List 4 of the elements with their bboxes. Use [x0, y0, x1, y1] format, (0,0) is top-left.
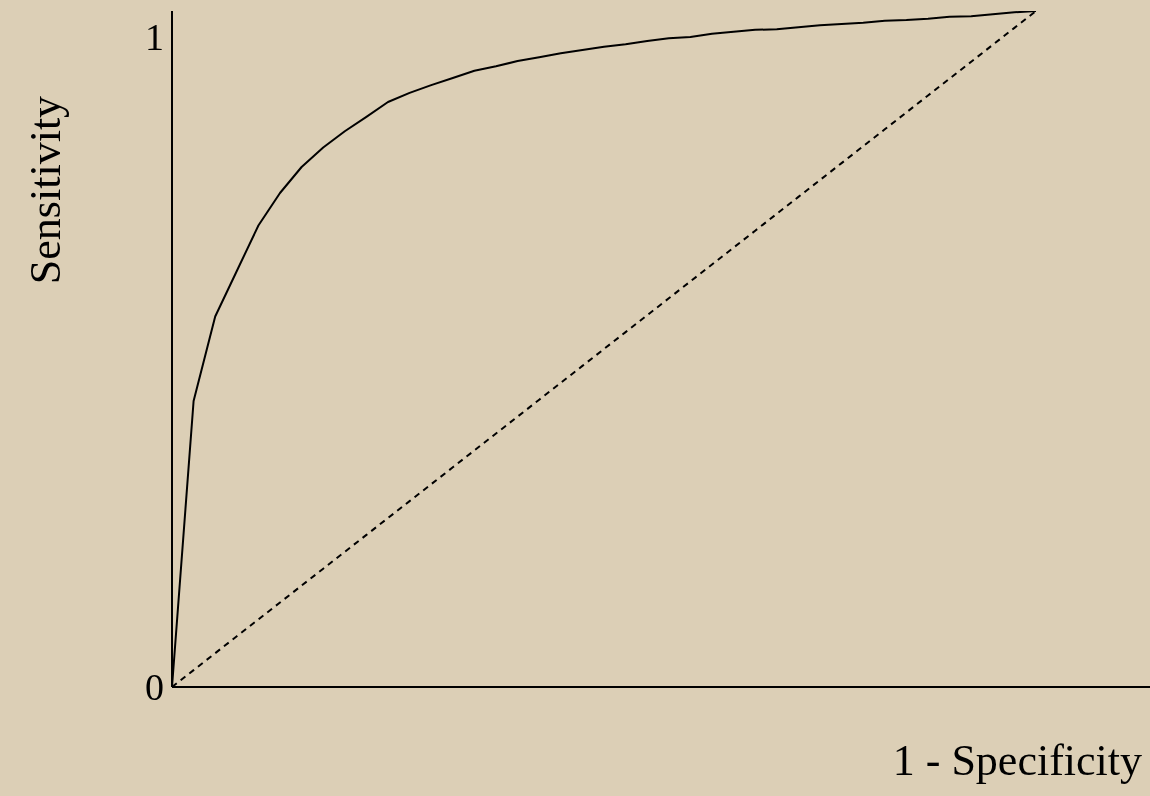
- y-axis-title: Sensitivity: [19, 95, 71, 285]
- x-axis-title: 1 - Specificity: [892, 735, 1142, 786]
- y-tick-label: 0: [145, 666, 164, 709]
- y-tick-label: 1: [145, 16, 164, 59]
